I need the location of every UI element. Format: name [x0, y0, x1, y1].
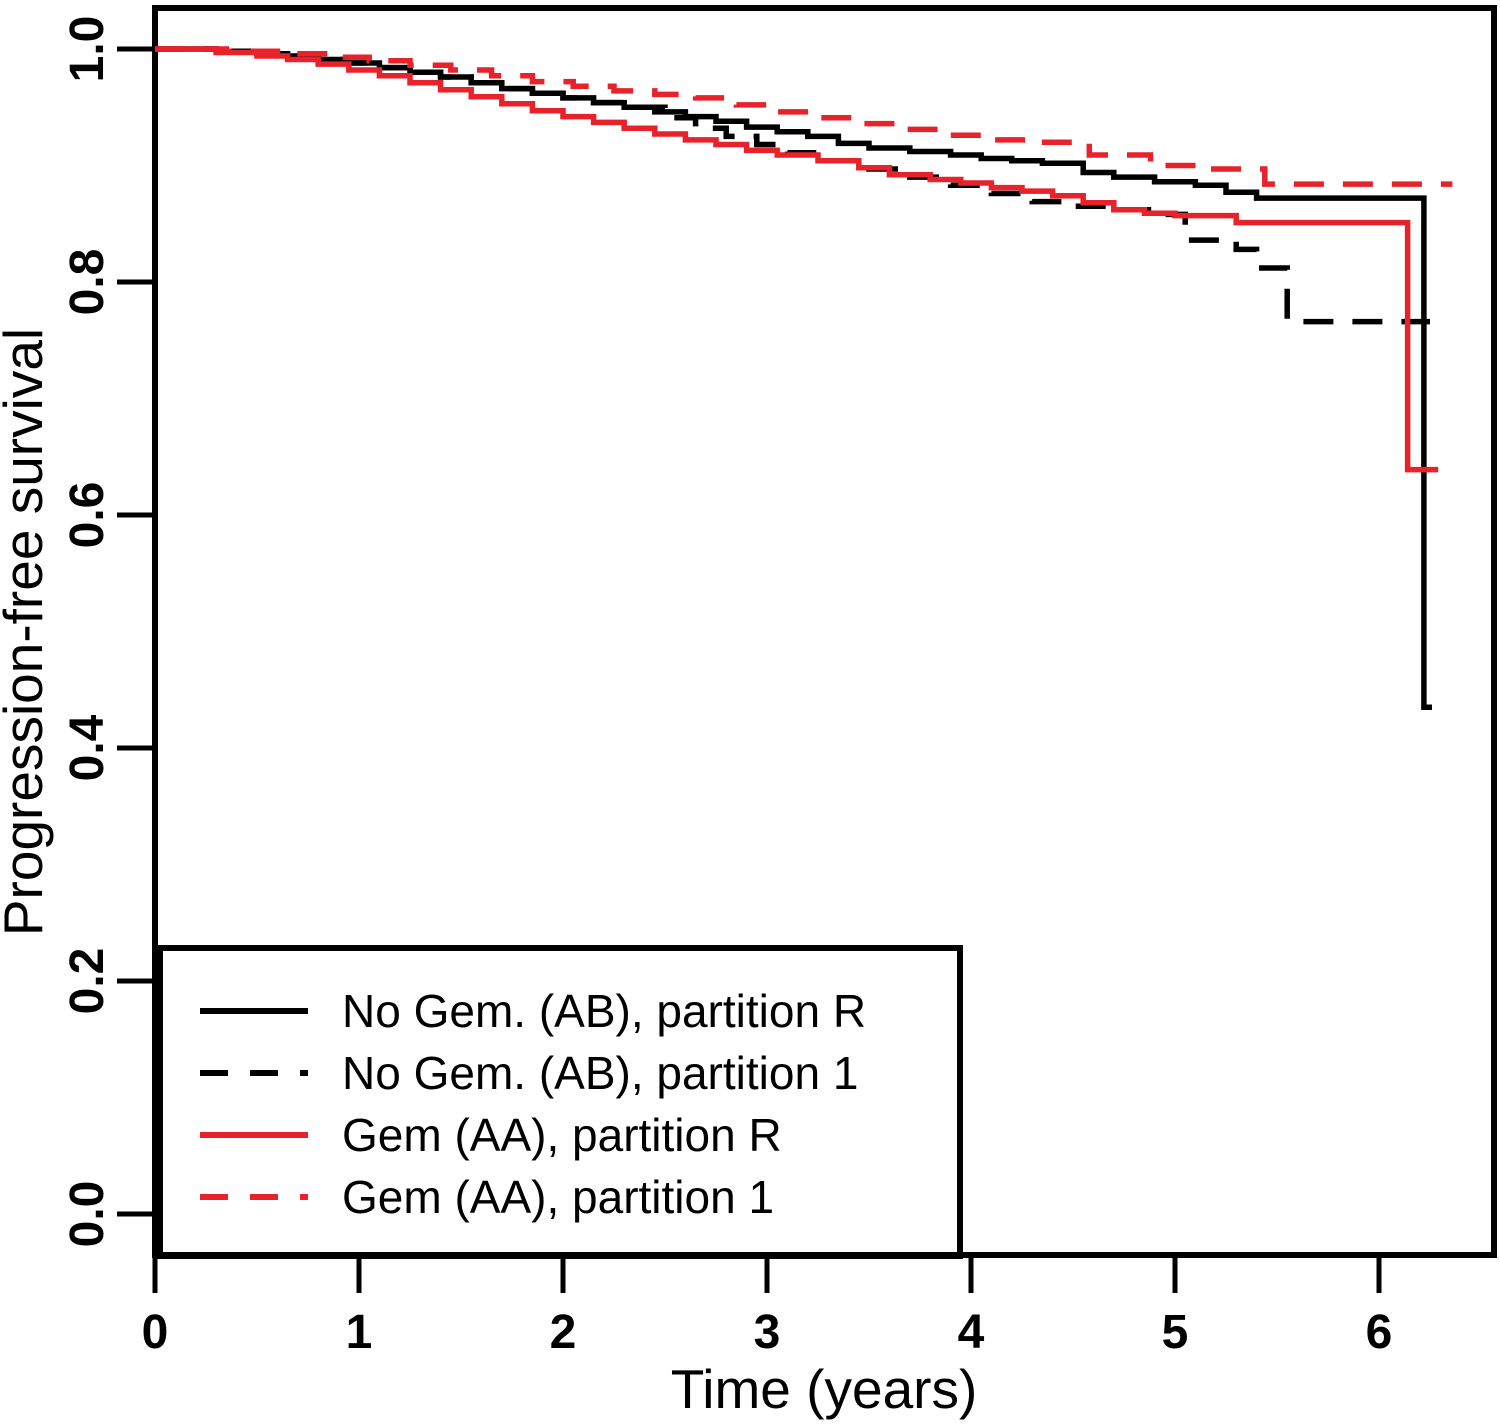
x-axis-label: Time (years): [671, 1358, 978, 1420]
x-tick-label: 4: [958, 1306, 985, 1359]
legend-box: [157, 945, 963, 1259]
survival-curve-black-dashed: [155, 46, 1430, 325]
x-tick-label: 6: [1366, 1306, 1393, 1359]
x-axis-ticks: 0 1 2 3 4 5 6: [142, 1255, 1393, 1359]
x-tick-label: 0: [142, 1306, 169, 1359]
y-axis-ticks: 1.0 0.8 0.6 0.4 0.2 0.0: [61, 16, 155, 1248]
x-tick-label: 3: [754, 1306, 781, 1359]
legend-label-black-solid: No Gem. (AB), partition R: [342, 985, 866, 1037]
survival-curves: [155, 46, 1453, 710]
legend-label-red-solid: Gem (AA), partition R: [342, 1109, 782, 1161]
y-tick-label: 0.6: [61, 482, 114, 549]
y-tick-label: 0.0: [61, 1181, 114, 1248]
legend-label-red-dashed: Gem (AA), partition 1: [342, 1171, 774, 1223]
x-tick-label: 1: [346, 1306, 373, 1359]
x-tick-label: 2: [550, 1306, 577, 1359]
y-tick-label: 0.2: [61, 948, 114, 1015]
survival-curve-red-dashed: [155, 46, 1453, 187]
y-tick-label: 0.8: [61, 249, 114, 316]
legend-label-black-dashed: No Gem. (AB), partition 1: [342, 1047, 858, 1099]
y-tick-label: 1.0: [61, 16, 114, 83]
legend: No Gem. (AB), partition R No Gem. (AB), …: [157, 945, 963, 1259]
y-axis-label: Progression-free survival: [0, 328, 54, 936]
y-tick-label: 0.4: [61, 714, 114, 781]
survival-curve-black-solid: [155, 46, 1432, 710]
x-tick-label: 5: [1162, 1306, 1189, 1359]
survival-curve-red-solid: [155, 46, 1439, 473]
